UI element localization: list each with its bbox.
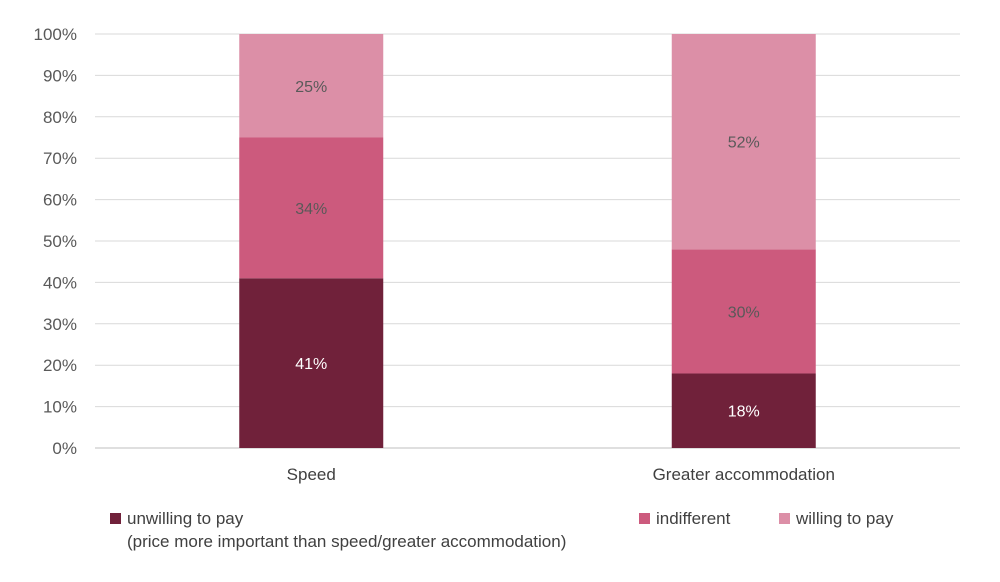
y-tick-label: 70%	[43, 149, 77, 168]
gridlines	[95, 33, 960, 449]
y-axis: 0% 10% 20% 30% 40% 50% 60% 70% 80% 90% 100%	[34, 25, 77, 458]
x-axis: Speed Greater accommodation	[287, 465, 835, 484]
legend-sublabel-unwilling: (price more important than speed/greater…	[127, 532, 567, 551]
y-tick-label: 60%	[43, 191, 77, 210]
bars: 41% 34% 25% 18% 30% 52%	[239, 34, 816, 448]
y-tick-label: 40%	[43, 273, 77, 292]
bar-segment	[239, 137, 384, 279]
y-tick-label: 50%	[43, 232, 77, 251]
legend-swatch-unwilling	[110, 513, 121, 524]
legend-label-indifferent: indifferent	[656, 509, 731, 528]
legend-swatch-willing	[779, 513, 790, 524]
legend-item-willing: willing to pay	[779, 507, 893, 530]
y-tick-label: 20%	[43, 356, 77, 375]
legend-item-unwilling: unwilling to pay (price more important t…	[110, 507, 566, 553]
legend-swatch-indifferent	[639, 513, 650, 524]
data-label: 18%	[728, 404, 760, 421]
y-tick-label: 0%	[52, 439, 77, 458]
bar-segment	[671, 249, 816, 374]
data-label: 52%	[728, 135, 760, 152]
bar-segment	[671, 34, 816, 250]
y-tick-label: 30%	[43, 315, 77, 334]
y-tick-label: 100%	[34, 25, 77, 44]
legend-label-willing: willing to pay	[796, 509, 894, 528]
bar-segment	[239, 34, 384, 138]
data-label: 30%	[728, 304, 760, 321]
data-label: 41%	[295, 356, 327, 373]
x-category-label: Speed	[287, 465, 336, 484]
legend-item-indifferent: indifferent	[639, 507, 730, 530]
x-category-label: Greater accommodation	[653, 465, 835, 484]
data-label: 34%	[295, 201, 327, 218]
y-tick-label: 80%	[43, 108, 77, 127]
stacked-bar-chart: 0% 10% 20% 30% 40% 50% 60% 70% 80% 90% 100% 41% 34%…	[34, 25, 960, 484]
y-tick-label: 90%	[43, 66, 77, 85]
legend-label-unwilling: unwilling to pay	[127, 509, 244, 528]
y-tick-label: 10%	[43, 398, 77, 417]
data-label: 25%	[295, 79, 327, 96]
bar-segment	[239, 278, 384, 448]
bar-segment	[671, 373, 816, 448]
